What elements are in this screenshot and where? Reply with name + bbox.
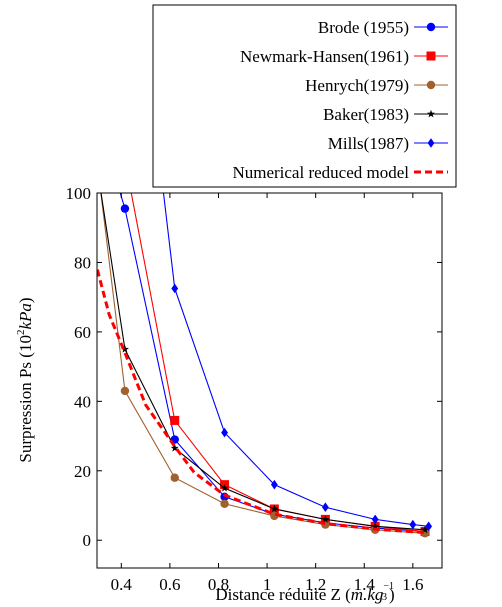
legend-item: Newmark-Hansen(1961)	[240, 47, 448, 66]
legend-label: Baker(1983)	[323, 105, 409, 124]
y-tick-label: 40	[74, 392, 91, 411]
data-point	[170, 444, 179, 452]
series-numerical-reduced-model	[97, 262, 426, 535]
data-point	[120, 386, 130, 396]
data-point	[270, 504, 279, 513]
data-point	[221, 427, 228, 438]
data-point	[220, 483, 229, 492]
data-point	[371, 522, 380, 530]
series-line	[100, 193, 426, 534]
legend-item: Brode (1955)	[318, 18, 448, 37]
data-point	[95, 178, 103, 186]
data-point	[95, 119, 103, 127]
data-point	[425, 521, 433, 532]
x-tick-label: 0.6	[159, 575, 180, 594]
x-tick-label: 1.4	[354, 575, 376, 594]
axis-ticks: 0.4 0.6 0.8 1 1.2 1.4 1.6 0 20 40 60 80 100	[66, 184, 442, 594]
legend-item: Henrych(1979)	[305, 76, 448, 95]
series-mills-1987	[162, 193, 433, 532]
data-point	[170, 473, 179, 482]
x-tick-label: 1.2	[305, 575, 326, 594]
data-point	[117, 136, 126, 145]
legend-box	[152, 4, 457, 188]
legend-marker	[426, 51, 436, 61]
legend-label: Numerical reduced model	[232, 163, 409, 182]
x-tick-label: 0.4	[111, 575, 133, 594]
legend-label: Newmark-Hansen(1961)	[240, 47, 409, 66]
y-tick-label: 100	[66, 184, 92, 203]
legend: Brode (1955) Newmark-Hansen(1961) Henrych(…	[152, 4, 457, 188]
x-tick-label: 1	[263, 575, 272, 594]
legend-label: Mills(1987)	[328, 134, 409, 153]
y-axis-label: Surpression Ps (102kPa)	[15, 297, 35, 462]
series-baker-1983	[95, 178, 429, 534]
plot-area	[90, 119, 433, 538]
y-tick-label: 20	[74, 462, 91, 481]
series-line	[100, 193, 426, 531]
y-tick-label: 60	[74, 323, 91, 342]
legend-item: Mills(1987)	[328, 134, 448, 153]
y-tick-label: 80	[74, 253, 91, 272]
data-point	[90, 137, 98, 145]
data-point	[409, 519, 417, 530]
series-henrych-1979	[90, 137, 430, 538]
legend-item: Baker(1983)	[323, 105, 448, 124]
legend-marker	[426, 22, 436, 32]
x-tick-label: 0.8	[208, 575, 229, 594]
x-tick-label: 1.6	[402, 575, 423, 594]
legend-label: Brode (1955)	[318, 18, 409, 37]
series-line	[130, 193, 426, 533]
legend-marker	[427, 109, 435, 118]
data-point	[170, 415, 180, 425]
data-point	[421, 525, 429, 534]
data-point	[171, 283, 179, 294]
data-point	[120, 204, 130, 213]
data-point	[120, 345, 129, 353]
series-line	[162, 193, 429, 527]
legend-marker	[426, 80, 436, 90]
data-point	[371, 514, 379, 525]
plot-frame	[96, 192, 443, 569]
legend-marker	[427, 138, 435, 148]
legend-item: Numerical reduced model	[232, 163, 448, 182]
x-axis-label: Distance réduite Z (m.kg−1 3)	[215, 581, 394, 604]
series-line	[97, 262, 426, 535]
legend-label: Henrych(1979)	[305, 76, 409, 95]
y-tick-label: 0	[83, 531, 92, 550]
data-point	[270, 479, 278, 490]
data-point	[321, 515, 330, 523]
data-point	[220, 499, 229, 508]
data-point	[321, 502, 329, 513]
